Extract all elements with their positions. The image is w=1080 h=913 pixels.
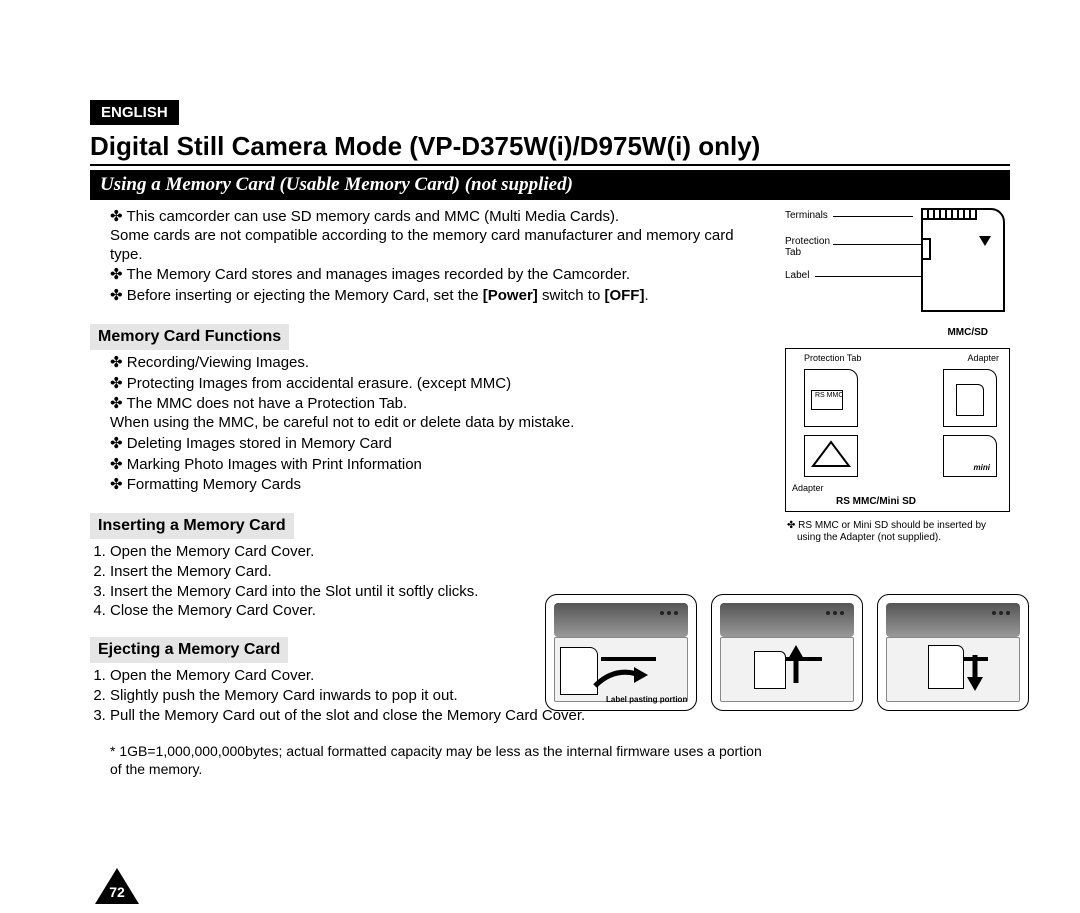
ejecting-heading: Ejecting a Memory Card [90, 637, 288, 663]
intro-item: The Memory Card stores and manages image… [110, 266, 767, 285]
rsmmc-text: RS MMC [815, 392, 843, 399]
sd-caption: MMC/SD [947, 327, 988, 338]
functions-heading: Memory Card Functions [90, 324, 289, 350]
sd-card-diagram: Terminals Protection Tab Label MMC/SD [785, 208, 1010, 338]
text: When using the MMC, be careful not to ed… [110, 414, 574, 431]
up-arrow-icon [784, 643, 808, 687]
text: Some cards are not compatible according … [110, 227, 734, 263]
slot-step-1: Label pasting portion [545, 594, 697, 711]
bold-power: [Power] [483, 287, 538, 304]
functions-list: Recording/Viewing Images. Protecting Ima… [110, 354, 767, 495]
list-item: Deleting Images stored in Memory Card [110, 435, 767, 454]
slot-step-3 [877, 594, 1029, 711]
list-item: Formatting Memory Cards [110, 476, 767, 495]
page-number: 72 [106, 884, 128, 900]
adapter-caption: RS MMC/Mini SD [836, 496, 916, 507]
inserting-heading: Inserting a Memory Card [90, 513, 294, 539]
intro-bullet-list: This camcorder can use SD memory cards a… [110, 208, 767, 306]
list-item: Recording/Viewing Images. [110, 354, 767, 373]
manual-page: ENGLISH Digital Still Camera Mode (VP-D3… [0, 0, 1080, 913]
text: This camcorder can use SD memory cards a… [126, 208, 619, 225]
label-label: Label [785, 270, 809, 281]
list-item: Open the Memory Card Cover. [110, 543, 767, 562]
bold-off: [OFF] [604, 287, 644, 304]
adapter2-icon: mini [943, 435, 997, 477]
minisd-card-icon [943, 369, 997, 427]
terminals-label: Terminals [785, 210, 828, 221]
protection-tab-label: Protection Tab [785, 236, 840, 258]
section-subtitle: Using a Memory Card (Usable Memory Card)… [90, 170, 1010, 200]
page-title: Digital Still Camera Mode (VP-D375W(i)/D… [90, 131, 1010, 166]
rsmmc-card-icon: RS MMC [804, 369, 858, 427]
intro-item: This camcorder can use SD memory cards a… [110, 208, 767, 264]
text: The MMC does not have a Protection Tab. [126, 395, 407, 412]
down-arrow-icon [964, 653, 986, 693]
intro-item: Before inserting or ejecting the Memory … [110, 287, 767, 306]
label-pasting-text: Label pasting portion [606, 696, 687, 704]
adapter-diagram: Protection Tab Adapter RS MMC mini Adapt… [785, 348, 1010, 512]
adapter-label: Adapter [967, 353, 999, 363]
sd-card-icon [921, 208, 1005, 312]
protection-tab-label: Protection Tab [804, 353, 861, 363]
adapter1-icon [804, 435, 858, 477]
list-item: The MMC does not have a Protection Tab. … [110, 395, 767, 433]
adapter-note: ✤ RS MMC or Mini SD should be inserted b… [785, 520, 1010, 544]
slot-step-2 [711, 594, 863, 711]
slot-illustrations: Label pasting portion [545, 594, 1029, 711]
list-item: Insert the Memory Card. [110, 563, 767, 582]
footnote: 1GB=1,000,000,000bytes; actual formatted… [90, 743, 767, 778]
list-item: Marking Photo Images with Print Informat… [110, 456, 767, 475]
adapter-label-2: Adapter [792, 483, 824, 493]
list-item: Protecting Images from accidental erasur… [110, 375, 767, 394]
language-badge: ENGLISH [90, 100, 179, 125]
